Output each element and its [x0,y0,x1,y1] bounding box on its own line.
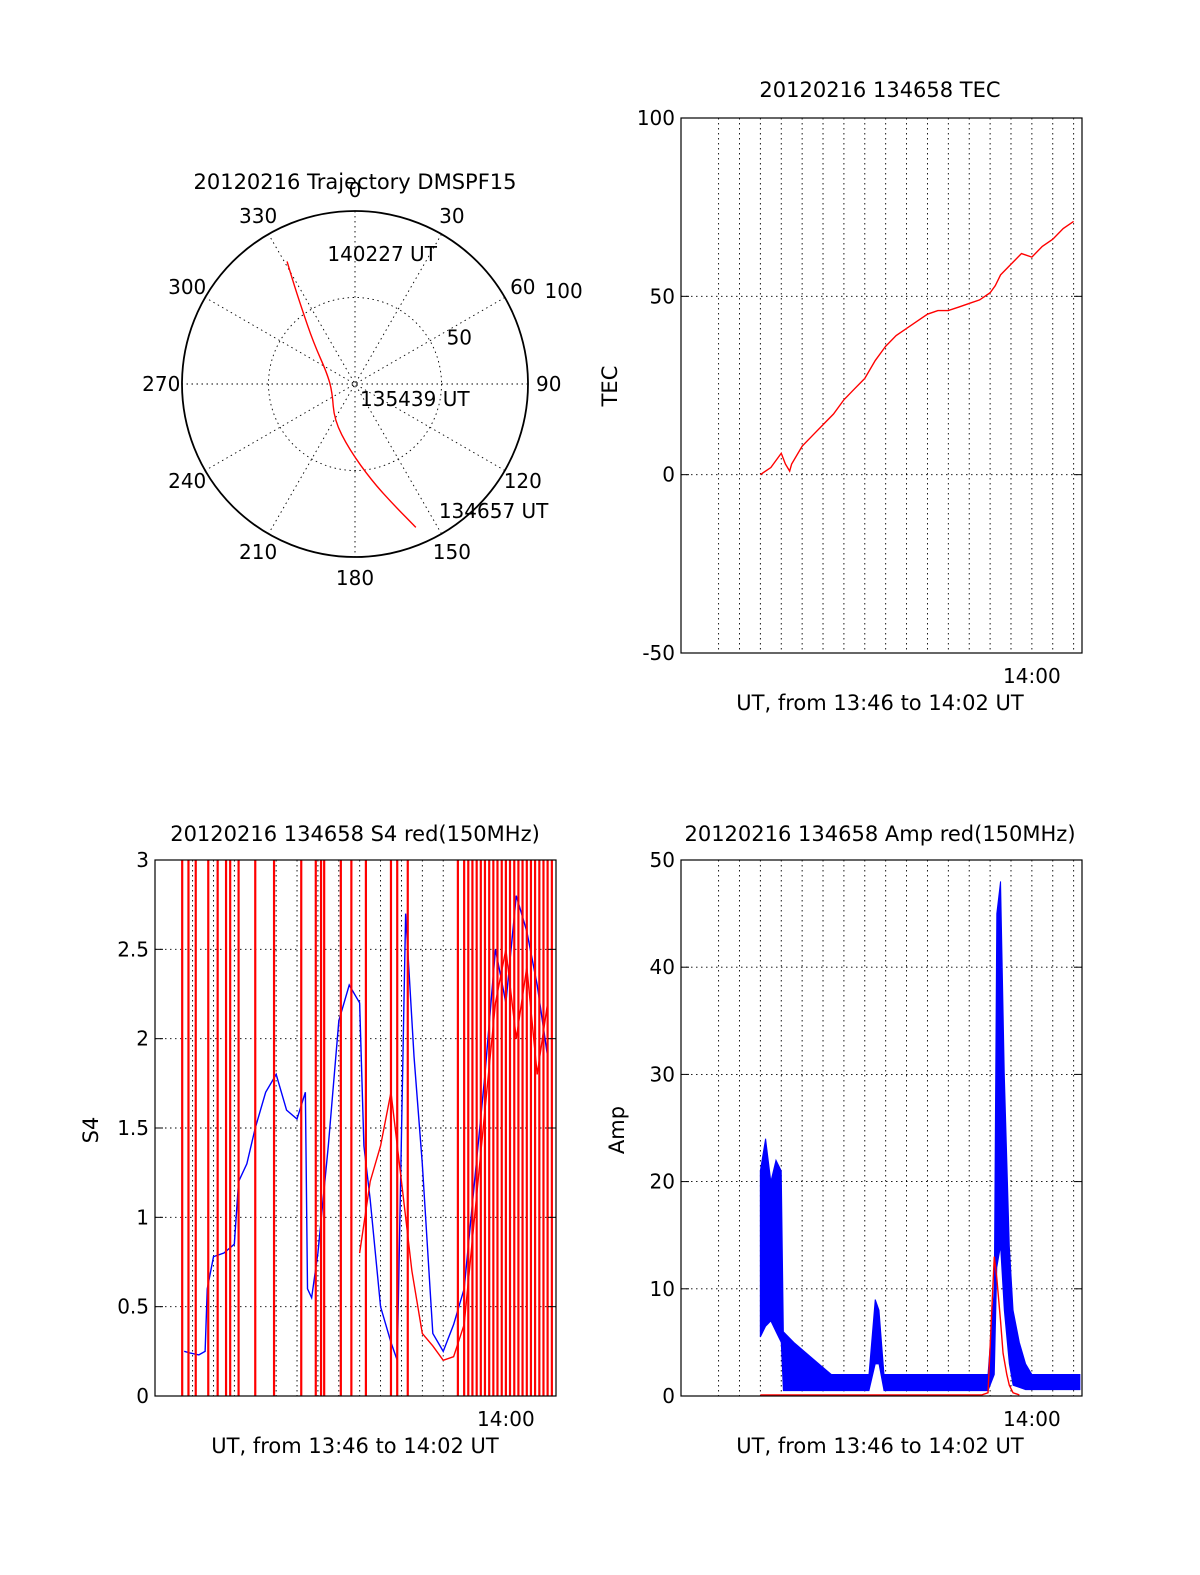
azimuth-label: 120 [504,469,542,493]
y-tick-label: 2.5 [117,937,149,961]
azimuth-label: 150 [433,540,471,564]
azimuth-label: 0 [349,178,362,202]
azimuth-label: 210 [239,540,277,564]
trajectory-polar-plot: 20120216 Trajectory DMSPF15 0 30 60 90 120 15… [142,170,583,590]
amp-y-tick-labels: 0 10 20 30 40 50 [650,848,1082,1408]
y-tick-label: 10 [650,1277,675,1301]
trajectory-series [286,261,417,528]
y-tick-label: 0 [662,1384,675,1408]
polar-spoke [204,297,506,471]
polar-spoke [204,297,506,471]
azimuth-label: 30 [439,204,464,228]
polar-spoke [268,233,442,535]
azimuth-label: 300 [168,275,206,299]
s4-title: 20120216 134658 S4 red(150MHz) [170,822,540,846]
amp-title: 20120216 134658 Amp red(150MHz) [684,822,1075,846]
amp-y-axis-label: Amp [605,1106,629,1154]
blue-amplitude-band [759,881,1081,1392]
tec-y-axis-label: TEC [598,366,622,408]
tec-y-tick-labels: -50 0 50 100 [637,106,1082,665]
y-tick-label: 1 [136,1205,149,1229]
trajectory-annotation: 135439 UT [360,387,470,411]
amp-x-tick-labels: 14:00 [1003,1407,1061,1431]
red-series-line [760,1256,1020,1396]
radial-labels: 50 100 [447,279,583,349]
s4-y-tick-labels: 0 0.5 1 1.5 2 2.5 3 [117,848,556,1408]
trajectory-annotation: 134657 UT [439,499,549,523]
polar-spoke [268,233,442,535]
y-tick-label: 0.5 [117,1295,149,1319]
x-tick-label: 14:00 [1003,1407,1061,1431]
s4-series [181,860,553,1396]
radial-label: 50 [447,326,472,350]
trajectory-annotations: 140227 UT 135439 UT 134657 UT [327,242,549,523]
s4-grid [155,860,556,1396]
y-tick-label: 100 [637,106,675,130]
amp-grid [681,860,1082,1396]
tec-x-axis-label: UT, from 13:46 to 14:02 UT [736,691,1024,715]
y-tick-label: 0 [136,1384,149,1408]
polar-grid [181,210,529,558]
y-tick-label: 3 [136,848,149,872]
amp-series [759,881,1081,1396]
y-tick-label: 0 [662,463,675,487]
amp-plot: 20120216 134658 Amp red(150MHz) 0 10 20 30 4… [605,822,1083,1458]
amp-plot-frame [680,859,1083,1397]
azimuth-label: 330 [239,204,277,228]
azimuth-label: 60 [510,275,535,299]
y-tick-label: 50 [650,848,675,872]
tec-x-tick-labels: 14:00 [1003,664,1061,688]
trajectory-line [286,261,417,528]
azimuth-label: 90 [536,372,561,396]
y-tick-label: -50 [642,641,675,665]
y-tick-label: 40 [650,955,675,979]
blue-series-line [184,895,549,1361]
tec-plot: 20120216 134658 TEC -50 0 50 100 14:00 UT, … [598,78,1083,715]
azimuth-labels: 0 30 60 90 120 150 180 210 240 270 300 330 [142,178,561,590]
s4-plot: 20120216 134658 S4 red(150MHz) 0 0.5 1 1.5 2… [79,822,557,1458]
tec-series [759,220,1074,476]
trajectory-annotation: 140227 UT [327,242,437,266]
azimuth-label: 270 [142,372,180,396]
red-series-line [759,220,1074,476]
trajectory-title: 20120216 Trajectory DMSPF15 [193,170,516,194]
y-tick-label: 50 [650,284,675,308]
y-tick-label: 20 [650,1170,675,1194]
s4-x-axis-label: UT, from 13:46 to 14:02 UT [211,1434,499,1458]
polar-inner-circle [268,297,442,471]
amp-x-axis-label: UT, from 13:46 to 14:02 UT [736,1434,1024,1458]
s4-y-axis-label: S4 [79,1117,103,1144]
y-tick-label: 2 [136,1027,149,1051]
azimuth-label: 180 [336,566,374,590]
y-tick-label: 30 [650,1062,675,1086]
azimuth-label: 240 [168,469,206,493]
s4-x-tick-labels: 14:00 [477,1407,535,1431]
y-tick-label: 1.5 [117,1116,149,1140]
tec-title: 20120216 134658 TEC [759,78,1000,102]
tec-plot-frame [680,117,1083,654]
x-tick-label: 14:00 [477,1407,535,1431]
tec-grid [681,118,1082,653]
x-tick-label: 14:00 [1003,664,1061,688]
radial-label: 100 [545,279,583,303]
